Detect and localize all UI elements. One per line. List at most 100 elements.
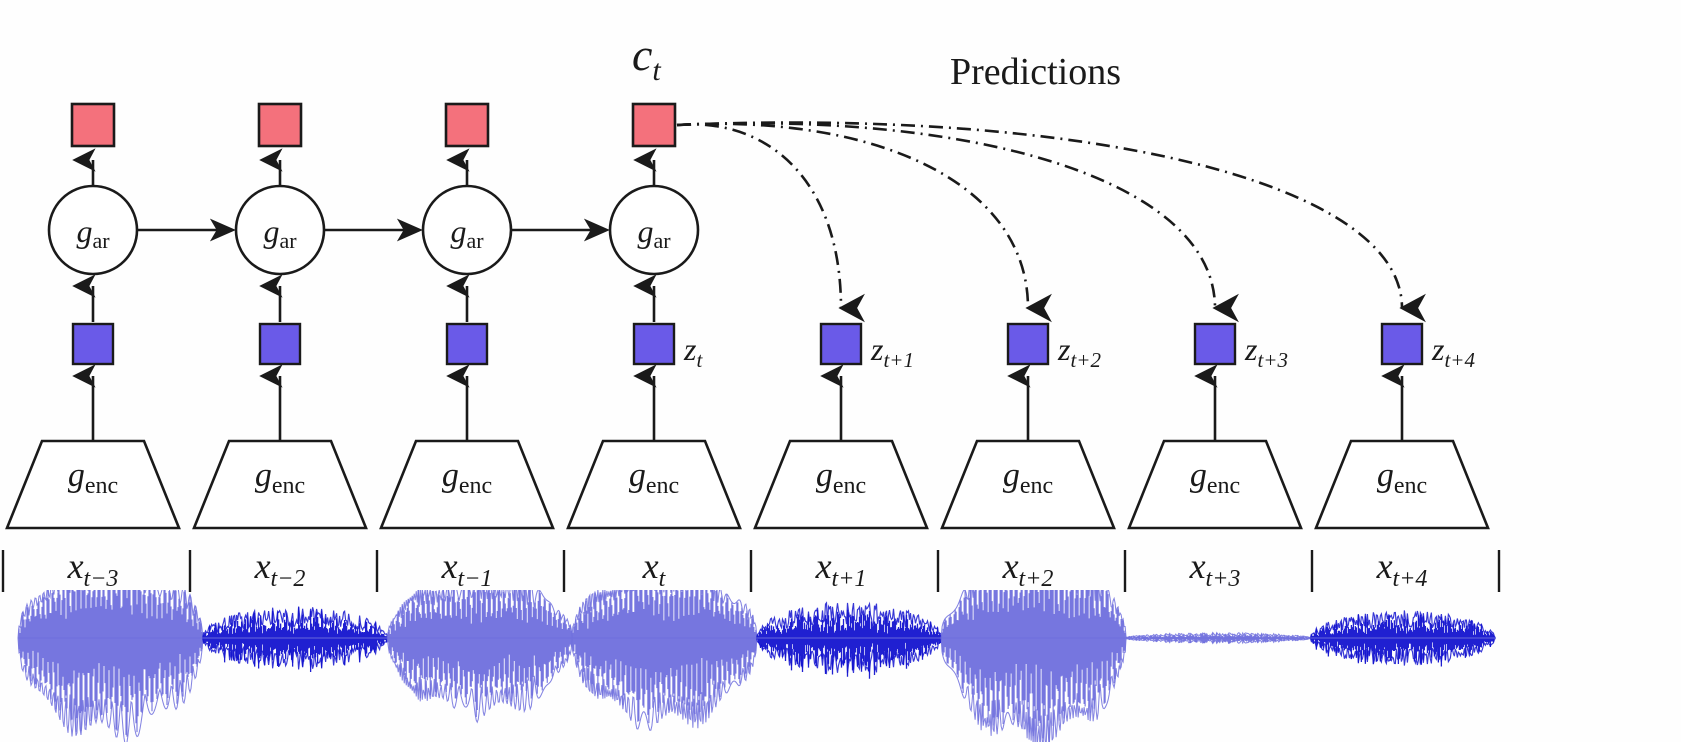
latent-square (1193, 322, 1237, 366)
autoregressive-node-1: gar (234, 148, 423, 322)
encoder-block-7: genc (1314, 364, 1490, 530)
encoder-label: genc (255, 457, 305, 499)
latent-label-3: zt (683, 331, 703, 372)
encoder-label: genc (1003, 457, 1053, 499)
latent-square (71, 322, 115, 366)
latent-node-1 (258, 322, 302, 366)
latent-node-3: zt (632, 322, 703, 372)
waveform-segment-0 (17, 590, 204, 742)
prediction-arc-0 (676, 123, 865, 323)
input-label-4: xt+1 (815, 546, 867, 592)
context-square-2 (444, 102, 490, 148)
encoder-label: genc (816, 457, 866, 499)
waveform-upper-envelope (571, 590, 758, 639)
latent-square (258, 322, 302, 366)
encoder-trapezoid (379, 439, 555, 530)
context-square-0 (70, 102, 116, 148)
waveform-segment-5 (940, 590, 1127, 742)
encoder-block-6: genc (1127, 364, 1303, 530)
waveform-lower-envelope (940, 637, 1127, 742)
latent-node-6: zt+3 (1193, 322, 1288, 372)
latent-square (632, 322, 676, 366)
latent-square (1006, 322, 1050, 366)
encoder-trapezoid (1127, 439, 1303, 530)
input-label-1: xt−2 (254, 546, 306, 592)
waveform-lower-envelope (1309, 637, 1496, 666)
gar-label: gar (263, 213, 297, 253)
latent-row: zt zt+1 zt+2 zt+3 zt+4 (71, 322, 1475, 372)
gar-label: gar (76, 213, 110, 253)
encoder-trapezoid (192, 439, 368, 530)
autoregressive-node-2: gar (421, 148, 610, 322)
latent-node-7: zt+4 (1380, 322, 1475, 372)
gar-label: gar (637, 213, 671, 253)
prediction-arc-3 (676, 121, 1426, 323)
input-label-0: xt−3 (67, 546, 119, 592)
waveform-upper-envelope (1309, 610, 1496, 639)
prediction-arc-1 (676, 122, 1052, 323)
encoder-label: genc (1190, 457, 1240, 499)
input-label-2: xt−1 (441, 546, 493, 592)
waveform-segment-2 (386, 590, 573, 724)
encoder-label: genc (442, 457, 492, 499)
waveform-upper-envelope (17, 590, 204, 639)
encoder-trapezoid (940, 439, 1116, 530)
waveform-segment-4 (755, 601, 943, 679)
waveform-lower-envelope (386, 637, 573, 724)
encoder-label: genc (1377, 457, 1427, 499)
waveform-lower-envelope (17, 637, 204, 742)
gar-label: gar (450, 213, 484, 253)
waveform-segment-3 (571, 590, 758, 731)
waveform-oscillation (572, 590, 757, 724)
waveform-upper-envelope (755, 601, 943, 639)
input-label-3: xt (642, 546, 667, 592)
latent-label-7: zt+4 (1431, 331, 1475, 372)
waveform-upper-envelope (386, 590, 573, 639)
encoder-block-3: genc (566, 364, 742, 530)
latent-node-5: zt+2 (1006, 322, 1101, 372)
encoder-label: genc (629, 457, 679, 499)
prediction-arrows (676, 121, 1426, 323)
waveform-lower-envelope (571, 637, 758, 731)
context-row (70, 102, 677, 148)
input-label-row: xt−3 xt−2 xt−1 xt xt+1 xt+2 xt+3 xt+4 (67, 546, 1428, 592)
autoregressive-row: gar gar gar gar (47, 148, 700, 322)
waveform-lower-envelope (755, 637, 943, 675)
latent-label-4: zt+1 (870, 331, 914, 372)
segment-separators (1, 550, 1501, 592)
encoder-row: genc genc genc genc genc genc genc genc (5, 364, 1490, 530)
waveform-lower-envelope (1125, 637, 1312, 645)
waveform-segment-1 (202, 606, 389, 672)
autoregressive-node-0: gar (47, 148, 236, 322)
latent-label-6: zt+3 (1244, 331, 1288, 372)
autoregressive-node-3: gar (608, 148, 700, 322)
waveform-upper-envelope (1125, 631, 1312, 639)
waveform-upper-envelope (940, 590, 1127, 639)
encoder-block-4: genc (753, 364, 929, 530)
latent-node-4: zt+1 (819, 322, 914, 372)
context-square-3 (631, 102, 677, 148)
context-variable-label: ct (632, 29, 661, 87)
input-label-5: xt+2 (1002, 546, 1054, 592)
encoder-block-0: genc (5, 364, 181, 530)
encoder-trapezoid (566, 439, 742, 530)
encoder-trapezoid (1314, 439, 1490, 530)
encoder-block-5: genc (940, 364, 1116, 530)
latent-square (819, 322, 863, 366)
prediction-arc-2 (676, 121, 1239, 323)
waveform-upper-envelope (202, 606, 389, 639)
input-label-6: xt+3 (1189, 546, 1241, 592)
latent-square (1380, 322, 1424, 366)
waveform-lower-envelope (202, 637, 389, 670)
encoder-label: genc (68, 457, 118, 499)
encoder-block-1: genc (192, 364, 368, 530)
speech-waveform (17, 590, 1496, 742)
latent-node-0 (71, 322, 115, 366)
encoder-block-2: genc (379, 364, 555, 530)
encoder-trapezoid (753, 439, 929, 530)
context-square-1 (257, 102, 303, 148)
latent-node-2 (445, 322, 489, 366)
waveform-oscillation (941, 590, 1126, 742)
